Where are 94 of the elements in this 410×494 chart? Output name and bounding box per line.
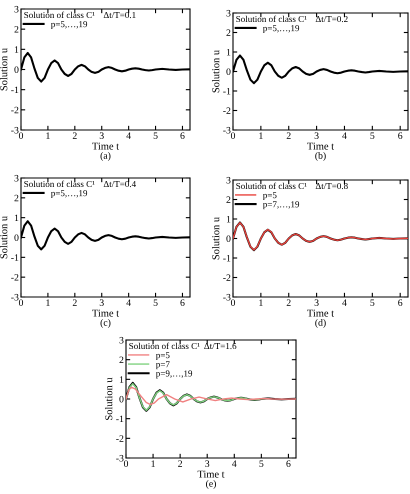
x-tick-label: 6 xyxy=(398,132,402,139)
x-tick-label: 4 xyxy=(126,132,131,139)
x-tick-label: 5 xyxy=(370,299,374,306)
y-tick-label: -2 xyxy=(11,106,18,114)
y-tick-label: 3 xyxy=(14,6,19,12)
y-tick-label: -3 xyxy=(11,126,19,134)
y-tick-label: -1 xyxy=(116,416,124,422)
y-axis-title: Solution u xyxy=(0,216,8,258)
x-tick-label: 2 xyxy=(72,132,77,139)
x-tick-label: 6 xyxy=(180,132,185,139)
x-axis-title: Time t xyxy=(307,310,334,317)
y-tick-label: 1 xyxy=(226,216,230,222)
y-tick-label: 0 xyxy=(14,66,19,73)
x-tick-label: 3 xyxy=(314,132,319,139)
y-tick-label: -3 xyxy=(223,294,231,300)
x-tick-label: 3 xyxy=(100,132,104,139)
x-tick-label: 5 xyxy=(154,132,158,139)
y-tick-label: 0 xyxy=(119,396,124,402)
y-tick-label: 1 xyxy=(14,214,18,222)
y-tick-label: -2 xyxy=(223,107,230,114)
legend-title: Solution of class C¹ Δt/T=0.4 xyxy=(24,180,136,188)
y-tick-label: -2 xyxy=(116,435,124,442)
x-tick-label: 1 xyxy=(151,460,155,467)
y-tick-label: -3 xyxy=(223,126,231,134)
legend-label: p=5,…,19 xyxy=(50,21,88,30)
y-tick-label: 1 xyxy=(226,48,230,56)
y-tick-label: 2 xyxy=(119,356,124,364)
y-tick-label: -1 xyxy=(223,88,230,94)
text: (d) xyxy=(315,319,326,328)
x-tick-label: 4 xyxy=(232,460,237,467)
legend-label: p=7 xyxy=(156,361,170,370)
y-tick-label: 0 xyxy=(226,68,231,75)
y-tick-label: 3 xyxy=(14,174,19,182)
y-tick-label: 3 xyxy=(120,336,124,344)
x-tick-label: 3 xyxy=(205,460,210,467)
x-tick-label: 2 xyxy=(286,132,291,139)
legend-label: p=5,…,19 xyxy=(262,25,300,34)
y-tick-label: 1 xyxy=(120,376,124,383)
x-tick-label: 2 xyxy=(72,299,77,306)
x-tick-label: 3 xyxy=(100,299,104,306)
x-tick-label: 1 xyxy=(46,299,50,306)
text: (a) xyxy=(100,152,110,161)
x-tick-label: 1 xyxy=(259,132,263,139)
x-tick-label: 2 xyxy=(286,299,291,306)
x-axis-title: Time t xyxy=(307,142,334,150)
x-tick-label: 4 xyxy=(126,299,131,306)
legend-label: p=5,…,19 xyxy=(50,190,88,198)
y-axis-title: Solution u xyxy=(0,48,8,90)
x-tick-label: 3 xyxy=(314,299,319,306)
y-tick-label: 0 xyxy=(226,235,231,242)
x-tick-label: 1 xyxy=(46,132,50,139)
legend-label: p=9,…,19 xyxy=(156,370,192,378)
x-tick-label: 5 xyxy=(370,132,374,139)
text: (b) xyxy=(315,152,326,161)
y-tick-label: 1 xyxy=(14,46,18,53)
legend-title: Solution of class C¹ Δt/T=1.6 xyxy=(129,342,236,350)
x-tick-label: 4 xyxy=(342,132,347,139)
y-tick-label: 2 xyxy=(14,26,18,33)
x-axis-title: Time t xyxy=(92,310,119,317)
y-axis-title: Solution u xyxy=(212,217,220,260)
line-series xyxy=(126,386,296,406)
legend-title: Solution of class C¹ Δt/T=0.2 xyxy=(236,16,348,22)
y-axis-title: Solution u xyxy=(212,50,220,92)
legend-title: Solution of class C¹ Δt/T=0.8 xyxy=(236,182,348,190)
y-tick-label: -1 xyxy=(223,254,230,262)
x-axis-title: Time t xyxy=(92,142,119,150)
y-tick-label: -3 xyxy=(11,294,19,300)
y-tick-label: 3 xyxy=(226,176,231,184)
x-tick-label: 6 xyxy=(398,299,402,306)
legend-label: p=5 xyxy=(156,352,170,360)
x-tick-label: 6 xyxy=(286,460,291,467)
x-tick-label: 6 xyxy=(180,299,185,306)
y-tick-label: 2 xyxy=(226,196,230,203)
legend-title: Solution of class C¹ Δt/T=0.1 xyxy=(24,12,136,18)
x-tick-label: 5 xyxy=(154,299,158,306)
y-tick-label: 0 xyxy=(14,234,19,241)
y-tick-label: 2 xyxy=(14,194,18,202)
y-tick-label: -1 xyxy=(11,86,18,94)
x-tick-label: 5 xyxy=(259,460,264,467)
y-tick-label: 2 xyxy=(226,29,230,36)
text: (c) xyxy=(100,319,110,328)
legend-label: p=7,…,19 xyxy=(262,201,300,210)
x-axis-title: Time t xyxy=(198,470,224,478)
x-tick-label: 2 xyxy=(178,460,182,467)
y-tick-label: 3 xyxy=(226,10,231,16)
y-tick-label: -3 xyxy=(116,454,124,462)
y-tick-label: -2 xyxy=(11,274,18,281)
legend-label: p=5 xyxy=(262,192,277,200)
text: (e) xyxy=(206,480,216,489)
x-tick-label: 1 xyxy=(259,299,263,306)
y-tick-label: -1 xyxy=(11,254,18,261)
y-axis-title: Solution u xyxy=(104,378,112,420)
y-tick-label: -2 xyxy=(223,274,230,281)
x-tick-label: 4 xyxy=(342,299,347,306)
